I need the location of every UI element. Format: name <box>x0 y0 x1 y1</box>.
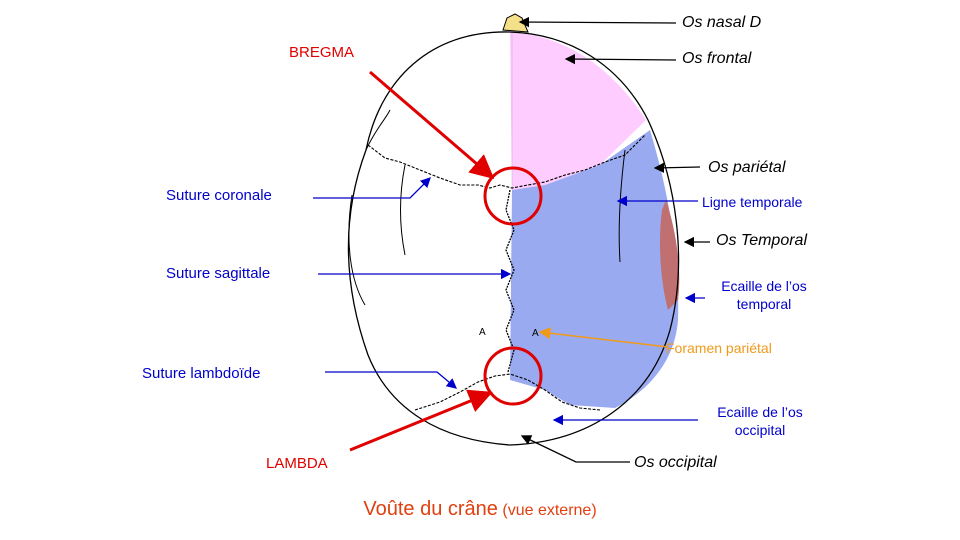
foramen-right-mark: A <box>532 328 539 339</box>
bregma-pointer <box>369 70 495 179</box>
label-ecaille-temporal-line2: temporal <box>736 296 792 312</box>
lambda-circle <box>483 346 543 406</box>
label-ligne-temporale: Ligne temporale <box>702 194 803 210</box>
suture-lambdoide-pointer <box>325 371 457 389</box>
frontal-bone-region <box>510 32 646 190</box>
sagittal-suture <box>505 189 515 373</box>
parietal-bone-region <box>510 130 679 408</box>
temporal-line-left <box>400 164 406 256</box>
label-bregma: BREGMA <box>289 44 355 61</box>
coronal-suture <box>367 134 646 189</box>
foramen-left-mark: A <box>479 327 486 338</box>
label-foramen-parietal: Foramen pariétal <box>666 340 772 356</box>
foramen-pointer <box>538 327 669 348</box>
label-ecaille-occipital: Ecaille de l’os occipital <box>702 403 818 439</box>
label-suture-lambdoide: Suture lambdoïde <box>142 365 261 382</box>
temporal-squama-region <box>660 200 680 310</box>
frontal-pointer <box>564 53 677 65</box>
label-os-parietal: Os pariétal <box>708 159 786 176</box>
temporal-line-right <box>618 149 626 263</box>
skull-top-line <box>365 109 391 151</box>
label-ecaille-temporal: Ecaille de l’os temporal <box>706 277 822 313</box>
label-suture-sagittale: Suture sagittale <box>166 265 271 282</box>
lambda-pointer <box>349 389 493 452</box>
figure-caption: Voûte du crâne (vue externe) <box>0 498 960 521</box>
label-os-frontal: Os frontal <box>682 50 752 67</box>
nasal-bone-region <box>502 13 529 33</box>
caption-main: Voûte du crâne <box>363 498 498 520</box>
label-suture-coronale: Suture coronale <box>166 187 272 204</box>
label-ecaille-occipital-line1: Ecaille de l’os <box>717 404 803 420</box>
label-ecaille-temporal-line1: Ecaille de l’os <box>721 278 807 294</box>
nasal-pointer <box>518 16 677 28</box>
label-ecaille-occipital-line2: occipital <box>734 422 786 438</box>
label-os-temporal: Os Temporal <box>716 232 807 249</box>
caption-sub: (vue externe) <box>502 502 597 519</box>
occipital-pointer <box>520 435 630 463</box>
skull-side-line-left <box>348 194 366 306</box>
bregma-circle <box>483 166 543 226</box>
lambdoid-suture <box>414 373 601 411</box>
suture-coronale-pointer <box>313 177 431 199</box>
label-os-occipital: Os occipital <box>634 454 717 471</box>
label-os-nasal: Os nasal D <box>682 14 762 31</box>
label-lambda: LAMBDA <box>266 455 328 472</box>
parietal-pointer <box>653 162 701 173</box>
